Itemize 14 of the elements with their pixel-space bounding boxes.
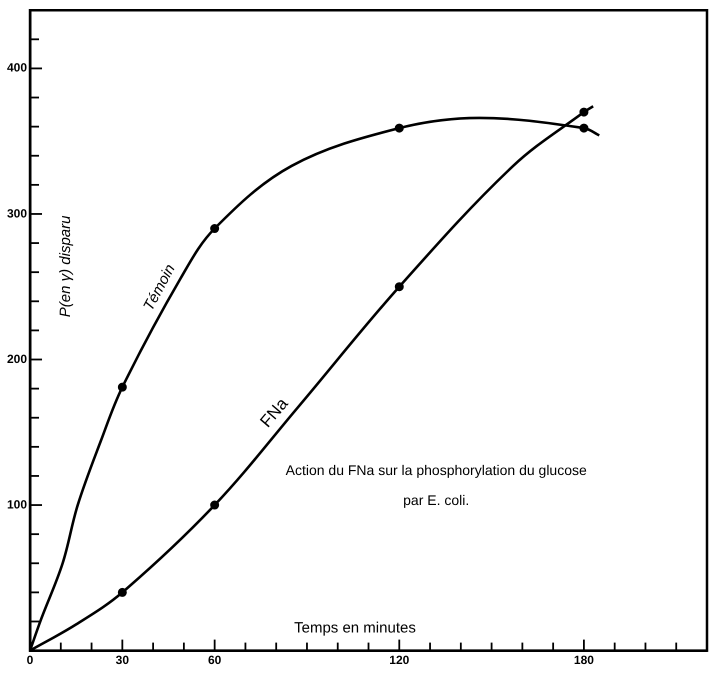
x-tick-label: 60 xyxy=(208,653,222,668)
annotation: par E. coli. xyxy=(403,492,470,508)
y-tick-label: 200 xyxy=(6,352,28,366)
y-tick-label: 400 xyxy=(6,60,28,75)
annotation: Action du FNa sur la phosphorylation du glucose xyxy=(286,462,588,478)
x-tick-label: 120 xyxy=(389,653,410,668)
x-tick-label: 30 xyxy=(116,653,130,668)
y-axis-title: P(en γ) disparu xyxy=(57,214,74,318)
x-axis-title: Temps en minutes xyxy=(294,620,416,637)
text: FNa xyxy=(256,394,292,431)
y-tick-label: 100 xyxy=(6,497,28,512)
x-tick-label: 0 xyxy=(26,653,34,668)
x-tick-label: 180 xyxy=(574,653,594,668)
y-tick-label: 300 xyxy=(6,206,28,220)
